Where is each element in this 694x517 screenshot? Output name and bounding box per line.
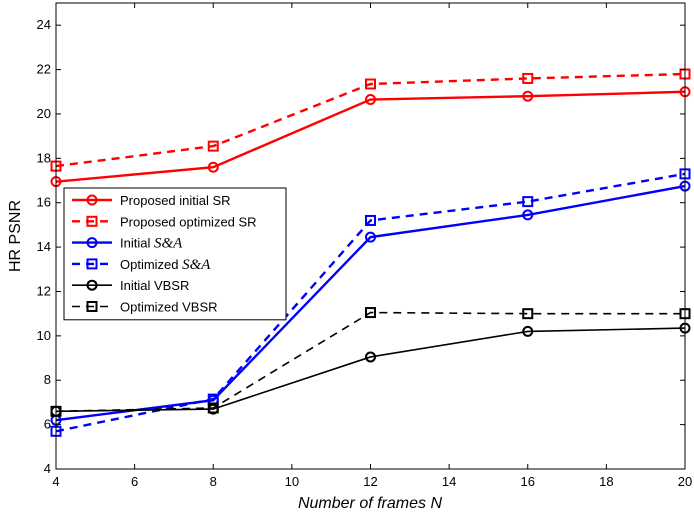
legend-marker [86,301,98,312]
data-point [207,161,219,173]
legend-marker [86,194,98,206]
x-tick-label: 8 [210,474,217,489]
y-tick-label: 10 [37,328,51,343]
data-point [207,140,219,152]
series-5 [50,307,691,417]
x-tick-label: 10 [285,474,299,489]
legend-entry: Proposed initial SR [120,193,231,208]
y-tick-label: 22 [37,62,51,77]
data-point [207,402,219,414]
legend-entry: Optimized VBSR [120,300,218,315]
x-tick-label: 12 [363,474,377,489]
y-tick-label: 16 [37,195,51,210]
y-tick-label: 18 [37,150,51,165]
data-point [522,209,534,221]
legend-marker [86,237,98,249]
legend-entry: Optimized S&A [120,257,211,273]
y-tick-label: 4 [44,461,51,476]
data-point [365,351,376,363]
x-tick-label: 6 [131,474,138,489]
y-axis-title: HR PSNR [7,200,24,272]
legend-box [63,187,287,321]
legend-marker [86,215,98,227]
legend-entry-italic: S&A [154,236,183,252]
legend-entry-prefix: Optimized [120,257,182,272]
data-point [365,94,376,106]
legend-entry-prefix: Initial [120,236,154,251]
data-point [365,307,376,319]
legend-entry: Initial VBSR [120,278,189,293]
series-line-1 [55,72,686,168]
legend: Proposed initial SR Proposed optimized SR… [63,187,287,321]
y-tick-label: 24 [37,17,51,32]
legend-marker [86,279,98,291]
x-axis-title: Number of frames N [298,495,442,512]
x-tick-label: 16 [521,474,535,489]
data-point [522,196,534,208]
legend-entry: Initial S&A [120,236,183,252]
x-tick-label: 4 [52,474,59,489]
legend-entry: Proposed optimized SR [120,214,257,229]
data-point [522,308,534,320]
data-point [522,325,534,337]
x-tick-label: 20 [678,474,692,489]
series-line-2 [55,184,686,422]
series-line-5 [55,311,685,413]
data-point [522,90,534,102]
data-point [365,214,376,226]
data-point [365,78,376,90]
y-tick-label: 6 [44,417,51,432]
y-tick-label: 14 [37,239,51,254]
y-tick-label: 8 [44,372,51,387]
data-point [522,72,534,84]
x-tick-label: 14 [442,474,456,489]
tick-layer: 4 6 8 10 12 14 16 18 20 4 6 8 10 12 14 16 18 20 22 24 [37,3,692,489]
series-line-3 [55,172,686,433]
data-point [365,231,376,243]
legend-entry-italic: S&A [182,257,211,273]
legend-marker [86,258,98,270]
y-tick-label: 20 [37,106,51,121]
x-tick-label: 18 [599,474,613,489]
series-line-0 [55,90,686,183]
y-tick-label: 12 [37,283,51,298]
